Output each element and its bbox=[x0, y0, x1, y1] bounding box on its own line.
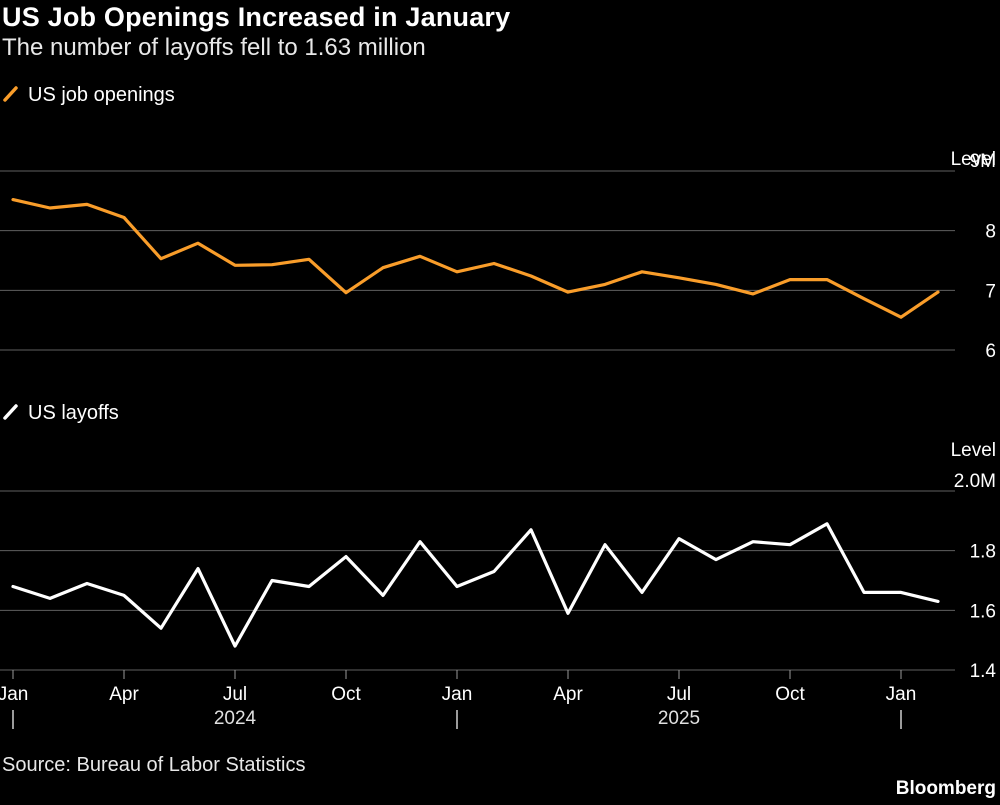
x-month-label: Jan bbox=[0, 684, 28, 705]
x-month-label: Oct bbox=[331, 684, 361, 705]
bloomberg-logo: Bloomberg bbox=[895, 778, 996, 799]
source-note: Source: Bureau of Labor Statistics bbox=[2, 754, 306, 776]
x-month-label: Apr bbox=[109, 684, 139, 705]
layoffs-y-tick-label: 1.6 bbox=[970, 601, 996, 622]
x-month-label: Jul bbox=[223, 684, 247, 705]
x-month-label: Apr bbox=[553, 684, 583, 705]
openings-series-line bbox=[11, 198, 940, 319]
openings-y-tick-label: 8 bbox=[985, 222, 996, 243]
openings-legend-swatch bbox=[3, 86, 18, 102]
layoffs-legend-label: US layoffs bbox=[28, 402, 119, 424]
openings-level-label: Level bbox=[951, 149, 996, 170]
x-month-label: Oct bbox=[775, 684, 805, 705]
layoffs-series-line bbox=[11, 522, 940, 648]
layoffs-y-tick-label: 1.4 bbox=[970, 661, 997, 682]
layoffs-y-tick-label: 1.8 bbox=[970, 542, 996, 563]
layoffs-level-label: Level bbox=[951, 440, 996, 461]
x-month-label: Jan bbox=[886, 684, 917, 705]
chart-title: US Job Openings Increased in January bbox=[2, 2, 511, 32]
x-year-label: 2025 bbox=[658, 708, 700, 729]
layoffs-legend-swatch bbox=[3, 404, 18, 420]
openings-y-tick-label: 9M bbox=[970, 151, 996, 172]
openings-y-tick-label: 7 bbox=[985, 281, 996, 302]
layoffs-y-tick-label: 2.0M bbox=[954, 471, 996, 492]
x-month-label: Jul bbox=[667, 684, 691, 705]
openings-legend-label: US job openings bbox=[28, 84, 175, 106]
openings-y-tick-label: 6 bbox=[985, 341, 996, 362]
x-month-label: Jan bbox=[442, 684, 473, 705]
x-year-label: 2024 bbox=[214, 708, 257, 729]
chart-subtitle: The number of layoffs fell to 1.63 milli… bbox=[2, 34, 426, 61]
